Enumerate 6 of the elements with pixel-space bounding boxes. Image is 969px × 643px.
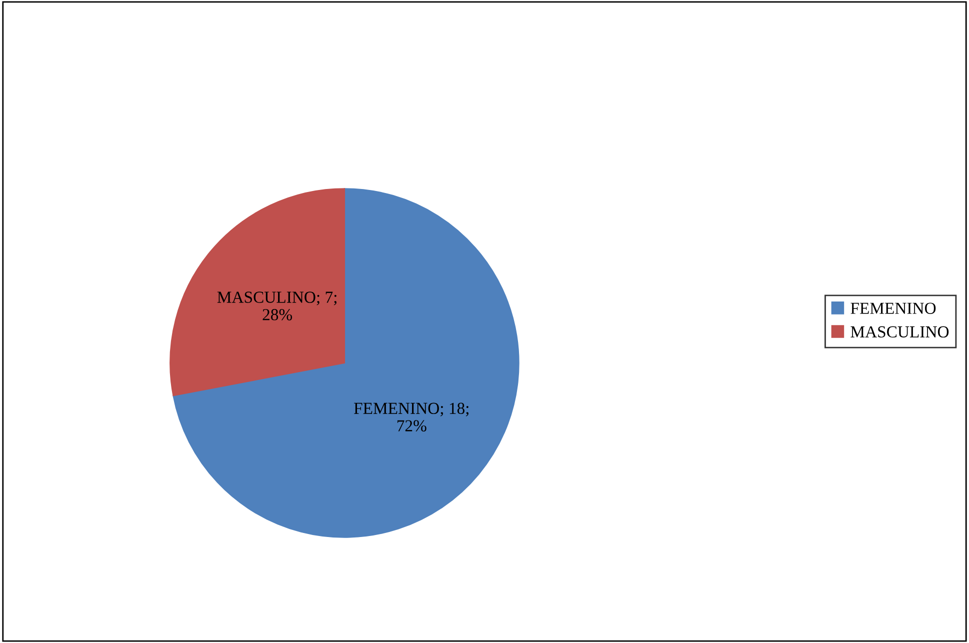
pie-slice	[172, 188, 520, 538]
legend-label: FEMENINO	[850, 302, 936, 314]
pie-slice	[170, 188, 346, 396]
data-label: MASCULINO; 7; 28%	[217, 292, 336, 320]
legend-label: MASCULINO	[850, 326, 949, 338]
data-label: FEMENINO; 18; 72%	[354, 402, 468, 432]
